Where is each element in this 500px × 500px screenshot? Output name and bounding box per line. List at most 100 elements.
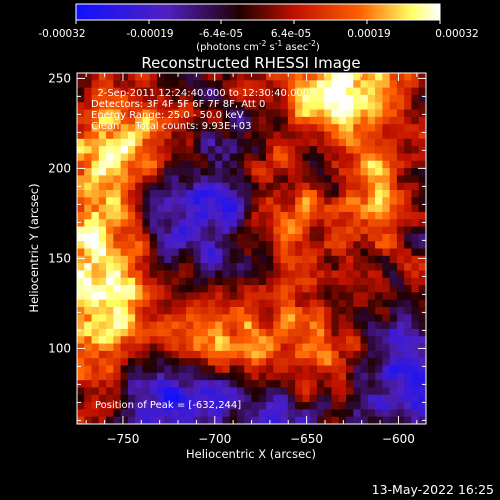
heatmap-cell [360,270,369,279]
heatmap-cell [375,299,383,308]
heatmap-cell [389,124,398,133]
heatmap-cell [338,226,347,235]
heatmap-cell [77,190,85,198]
heatmap-cell [353,182,362,191]
heatmap-cell [360,248,369,257]
heatmap-cell [207,124,216,133]
heatmap-cell [84,328,93,337]
heatmap-cell [236,116,245,125]
heatmap-cell [113,197,122,206]
heatmap-cell [186,416,194,424]
heatmap-cell [309,350,318,359]
heatmap-cell [244,255,253,264]
heatmap-cell [302,307,311,315]
heatmap-cell [142,402,151,410]
heatmap-cell [382,94,391,103]
heatmap-cell [316,409,325,418]
heatmap-cell [178,394,187,403]
heatmap-cell [171,263,180,272]
heatmap-cell [200,153,209,162]
heatmap-cell [338,277,347,286]
heatmap-cell [295,124,303,133]
units-part: -1 [275,39,283,48]
heatmap-cell [127,409,136,418]
heatmap-cell [280,219,289,228]
heatmap-cell [353,321,362,330]
heatmap-cell [171,270,180,279]
heatmap-cell [106,358,114,367]
heatmap-cell [338,365,347,374]
heatmap-cell [411,350,420,359]
heatmap-cell [149,168,158,176]
heatmap-cell [280,416,289,424]
colorbar-tick-label: 0.00032 [435,28,478,40]
heatmap-cell [324,175,333,184]
heatmap-cell [396,197,405,206]
heatmap-cell [280,116,289,125]
heatmap-cell [84,277,93,286]
heatmap-cell [309,168,318,176]
heatmap-cell [149,211,158,220]
heatmap-cell [186,233,194,242]
heatmap-cell [418,277,426,286]
heatmap-cell [316,263,325,272]
heatmap-cell [389,211,398,220]
heatmap-cell [222,168,231,176]
heatmap-cell [200,219,209,228]
heatmap-cell [396,160,405,169]
heatmap-cell [222,182,231,191]
heatmap-cell [280,168,289,176]
heatmap-cell [367,204,376,213]
heatmap-cell [156,87,165,96]
heatmap-cell [200,328,209,337]
heatmap-cell [120,314,129,323]
heatmap-cell [127,365,136,374]
heatmap-cell [287,358,296,367]
heatmap-cell [309,233,318,242]
heatmap-cell [324,87,333,96]
heatmap-cell [200,292,209,301]
heatmap-cell [193,175,202,184]
heatmap-cell [164,146,173,155]
heatmap-cell [316,219,325,228]
heatmap-cell [171,175,180,184]
heatmap-cell [113,168,122,176]
heatmap-cell [404,409,413,418]
heatmap-cell [91,175,100,184]
heatmap-cell [200,211,209,220]
heatmap-cell [178,402,187,410]
heatmap-cell [338,197,347,206]
heatmap-cell [156,168,165,176]
heatmap-cell [98,102,107,111]
heatmap-cell [222,263,231,272]
heatmap-cell [120,263,129,272]
heatmap-cell [302,204,311,213]
heatmap-cell [84,116,93,125]
heatmap-cell [418,270,426,279]
heatmap-cell [316,328,325,337]
heatmap-cell [316,365,325,374]
heatmap-cell [273,255,282,264]
heatmap-cell [251,182,260,191]
heatmap-cell [164,321,173,330]
heatmap-cell [91,350,100,359]
heatmap-cell [222,204,231,213]
heatmap-cell [229,277,238,286]
heatmap-cell [324,241,333,250]
heatmap-cell [360,211,369,220]
heatmap-cell [200,131,209,140]
heatmap-cell [404,372,413,381]
heatmap-cell [244,160,253,169]
heatmap-cell [156,314,165,323]
heatmap-cell [324,380,333,389]
heatmap-cell [324,131,333,140]
heatmap-cell [171,314,180,323]
heatmap-cell [164,168,173,176]
heatmap-cell [411,182,420,191]
heatmap-cell [215,109,224,118]
heatmap-cell [295,241,303,250]
heatmap-cell [295,102,303,111]
heatmap-cell [389,131,398,140]
heatmap-cell [346,314,354,323]
heatmap-cell [244,314,253,323]
